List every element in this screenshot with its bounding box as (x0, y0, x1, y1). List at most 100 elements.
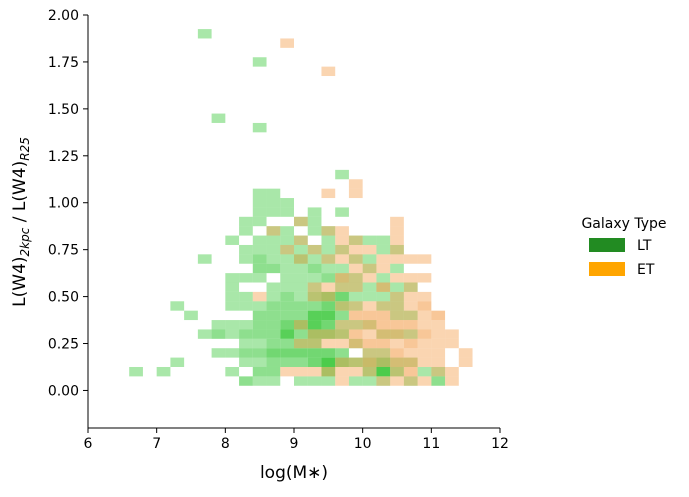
x-tick-label: 8 (221, 436, 230, 452)
heatmap-cell-et (390, 244, 404, 255)
heatmap-cell-et (376, 376, 391, 386)
heatmap-cell-lt (280, 235, 294, 245)
heatmap-cell-lt (307, 216, 322, 227)
heatmap-cell-lt (266, 198, 281, 208)
heatmap-cell-et (417, 273, 432, 283)
heatmap-cell-lt (362, 263, 377, 274)
heatmap-cell-lt (280, 357, 294, 367)
heatmap-cell-lt (280, 310, 294, 321)
heatmap-cell-et (417, 329, 432, 339)
heatmap-cell-et (445, 338, 459, 349)
heatmap-cell-et (417, 338, 432, 349)
heatmap-cell-et (294, 235, 308, 245)
heatmap-cell-et (390, 273, 404, 283)
heatmap-cell-lt (335, 320, 349, 330)
y-tick-label: 0.75 (48, 243, 79, 259)
heatmap-cell-lt (294, 376, 308, 386)
heatmap-cell-lt (211, 113, 226, 123)
heatmap-cell-lt (307, 376, 322, 386)
heatmap-cell-et (390, 338, 404, 349)
heatmap-cell-lt (239, 216, 253, 227)
legend-swatch-lt (589, 238, 625, 252)
heatmap-cell-lt (321, 348, 336, 358)
heatmap-cell-et (335, 376, 349, 386)
heatmap-cell-lt (321, 366, 336, 377)
heatmap-cell-lt (294, 310, 308, 321)
heatmap-cell-lt (197, 29, 212, 39)
heatmap-cell-lt (321, 226, 336, 236)
heatmap-cell-lt (307, 207, 322, 217)
heatmap-cell-et (348, 338, 363, 349)
heatmap-cell-et (390, 310, 404, 321)
y-axis-label-mid: / L(W4) (10, 161, 30, 228)
heatmap-cell-et (321, 282, 336, 292)
heatmap-cell-lt (266, 357, 281, 367)
heatmap-cell-et (348, 263, 363, 274)
heatmap-cell-et (294, 320, 308, 330)
heatmap-cell-et (403, 310, 418, 321)
heatmap-cell-et (307, 329, 322, 339)
heatmap-cell-lt (266, 188, 281, 199)
heatmap-cell-lt (280, 329, 294, 339)
heatmap-cell-et (458, 348, 473, 358)
heatmap-cell-lt (239, 301, 253, 311)
heatmap-cell-lt (252, 198, 267, 208)
legend: Galaxy Type LT ET (581, 216, 666, 278)
heatmap-cell-lt (266, 207, 281, 217)
legend-label-et: ET (637, 262, 655, 278)
heatmap-cell-et (376, 263, 391, 274)
heatmap-cell-lt (280, 263, 294, 274)
heatmap-cell-et (390, 357, 404, 367)
heatmap-cell-lt (348, 282, 363, 292)
heatmap-cell-lt (252, 366, 267, 377)
heatmap-cell-et (307, 244, 322, 255)
heatmap-cell-et (403, 320, 418, 330)
x-tick-label: 12 (491, 436, 509, 452)
heatmap-cell-et (321, 66, 336, 77)
heatmap-cell-et (376, 338, 391, 349)
heatmap-cell-lt (335, 348, 349, 358)
heatmap-cell-lt (362, 366, 377, 377)
heatmap-cell-lt (307, 282, 322, 292)
heatmap-cell-lt (211, 329, 226, 339)
heatmap-cell-et (348, 188, 363, 199)
heatmap-cell-lt (376, 376, 391, 386)
heatmap-cell-lt (321, 244, 336, 255)
heatmap-cell-lt (225, 301, 240, 311)
heatmap-cell-lt (280, 338, 294, 349)
heatmap-cell-lt (170, 301, 185, 311)
heatmap-cell-et (280, 38, 294, 48)
heatmap-cell-lt (321, 291, 336, 302)
heatmap-cell-et (294, 254, 308, 264)
y-tick-label: 1.50 (48, 102, 79, 118)
heatmap-cell-et (307, 366, 322, 377)
heatmap-cell-et (348, 254, 363, 264)
heatmap-cell-lt (225, 329, 240, 339)
heatmap-cell-lt (197, 329, 212, 339)
y-tick-label: 1.75 (48, 55, 79, 71)
heatmap-cell-lt (156, 366, 171, 377)
heatmap-cell-lt (239, 348, 253, 358)
heatmap-cell-et (321, 226, 336, 236)
heatmap-cell-lt (307, 244, 322, 255)
heatmap-cell-et (376, 348, 391, 358)
heatmap-cell-lt (225, 320, 240, 330)
heatmap-cell-et (376, 320, 391, 330)
heatmap-cell-lt (307, 357, 322, 367)
heatmap-cell-lt (307, 254, 322, 264)
heatmap-cell-lt (252, 273, 267, 283)
heatmap-cell-lt (321, 263, 336, 274)
heatmap-cell-lt (239, 273, 253, 283)
heatmap-cell-et (390, 329, 404, 339)
heatmap-cell-et (321, 329, 336, 339)
heatmap-cell-et (348, 235, 363, 245)
heatmap-cell-lt (294, 235, 308, 245)
heatmap-cell-et (403, 357, 418, 367)
y-axis-label-main: L(W4) (10, 256, 30, 306)
heatmap-cell-lt (307, 273, 322, 283)
heatmap-cell-lt (321, 310, 336, 321)
heatmap-cell-et (458, 357, 473, 367)
heatmap-cell-lt (390, 301, 404, 311)
heatmap-cell-et (417, 320, 432, 330)
